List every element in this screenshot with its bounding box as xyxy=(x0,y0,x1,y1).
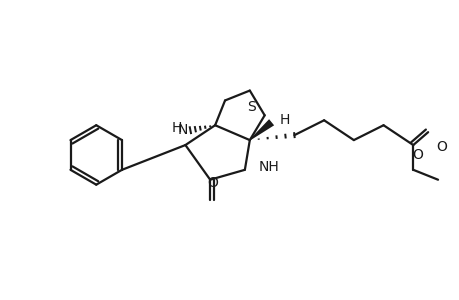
Text: O: O xyxy=(411,148,422,162)
Text: O: O xyxy=(435,140,446,154)
Polygon shape xyxy=(249,119,274,140)
Text: O: O xyxy=(207,176,218,190)
Text: S: S xyxy=(247,100,256,115)
Text: N: N xyxy=(177,123,187,137)
Text: H: H xyxy=(279,113,289,127)
Text: NH: NH xyxy=(258,160,279,174)
Text: H: H xyxy=(172,121,182,135)
